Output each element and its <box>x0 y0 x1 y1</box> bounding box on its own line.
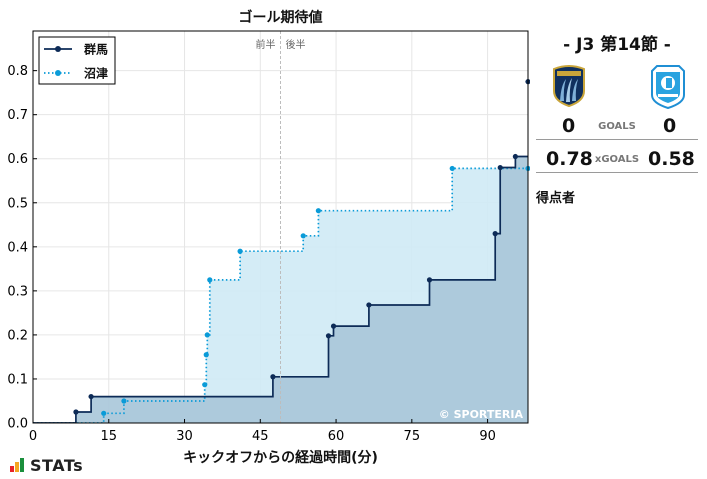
data-point-2 <box>237 248 243 254</box>
data-point-2 <box>449 165 455 172</box>
x-tick-label: 60 <box>328 429 345 444</box>
x-tick-label: 30 <box>176 429 193 444</box>
y-tick-label: 0.4 <box>7 240 28 255</box>
away-team-crest-icon <box>651 65 685 109</box>
data-point-1 <box>492 231 498 237</box>
legend-box <box>38 36 116 85</box>
data-point-2 <box>203 352 209 358</box>
round-label: - J3 第14節 - <box>563 35 671 55</box>
x-tick-label: 75 <box>404 429 421 444</box>
y-tick-label: 0.8 <box>7 64 28 79</box>
watermark: © SPORTERIA <box>439 408 524 421</box>
data-point-2 <box>121 398 127 404</box>
xg-row: 0.78 xGOALS 0.58 <box>536 146 698 173</box>
legend-label: 沼津 <box>84 66 108 81</box>
series-line-2 <box>33 167 528 423</box>
data-point-1 <box>330 323 337 329</box>
y-tick-label: 0.1 <box>7 372 28 387</box>
y-tick-label: 0.7 <box>7 108 28 123</box>
data-point-1 <box>512 153 518 160</box>
data-point-1 <box>270 374 276 380</box>
series-line-1 <box>33 155 528 423</box>
home-xg: 0.78 <box>546 148 593 170</box>
xg-label: xGOALS <box>594 154 640 165</box>
data-point-1 <box>88 393 94 400</box>
x-axis-label: キックオフからの経過時間(分) <box>183 449 378 466</box>
data-point-2 <box>202 382 208 388</box>
first-half-label: 前半 <box>256 38 276 51</box>
data-point-1 <box>73 409 79 415</box>
x-tick-label: 0 <box>29 429 37 444</box>
stats-brand: STATs <box>10 456 83 475</box>
data-point-2 <box>101 410 107 416</box>
series-area-1 <box>33 156 528 423</box>
y-tick-label: 0.3 <box>7 284 28 299</box>
data-point-1 <box>497 164 503 171</box>
home-team-crest-icon <box>553 65 585 107</box>
x-tick-label: 90 <box>479 429 496 444</box>
y-tick-label: 0.6 <box>7 152 28 167</box>
second-half-label: 後半 <box>286 38 306 51</box>
x-tick-label: 15 <box>100 429 117 444</box>
goals-label: GOALS <box>598 121 636 132</box>
data-point-1 <box>366 302 372 308</box>
data-point-2 <box>315 208 321 214</box>
data-point-1 <box>426 277 433 283</box>
data-point-1 <box>325 333 332 339</box>
xg-chart: 前半 後半 0 15 30 45 60 75 90 0.0 0.1 0.2 0.3 0.4 0.5 0.6 0.… <box>7 9 530 466</box>
x-tick-label: 45 <box>252 429 269 444</box>
data-point-2 <box>204 332 210 338</box>
scorers-heading: 得点者 <box>536 191 576 206</box>
team-logos <box>536 63 698 113</box>
legend-marker <box>55 46 61 52</box>
y-tick-label: 0.0 <box>7 417 28 432</box>
plot-frame <box>32 30 529 424</box>
legend-marker <box>55 70 61 76</box>
match-panel: - J3 第14節 - 0 GOALS 0 0.78 xGOALS 0.58 得… <box>536 28 698 206</box>
data-point-2 <box>300 233 306 239</box>
stats-logo-icon <box>10 458 26 472</box>
data-point-2 <box>207 277 213 283</box>
chart-title: ゴール期待値 <box>239 9 323 26</box>
home-goals: 0 <box>562 115 576 137</box>
goals-row: 0 GOALS 0 <box>536 113 698 140</box>
y-tick-label: 0.5 <box>7 196 28 211</box>
stats-brand-text: STATs <box>30 456 84 475</box>
legend-label: 群馬 <box>83 42 108 57</box>
away-goals: 0 <box>663 115 677 137</box>
y-tick-label: 0.2 <box>7 328 28 343</box>
away-xg: 0.58 <box>648 148 695 170</box>
